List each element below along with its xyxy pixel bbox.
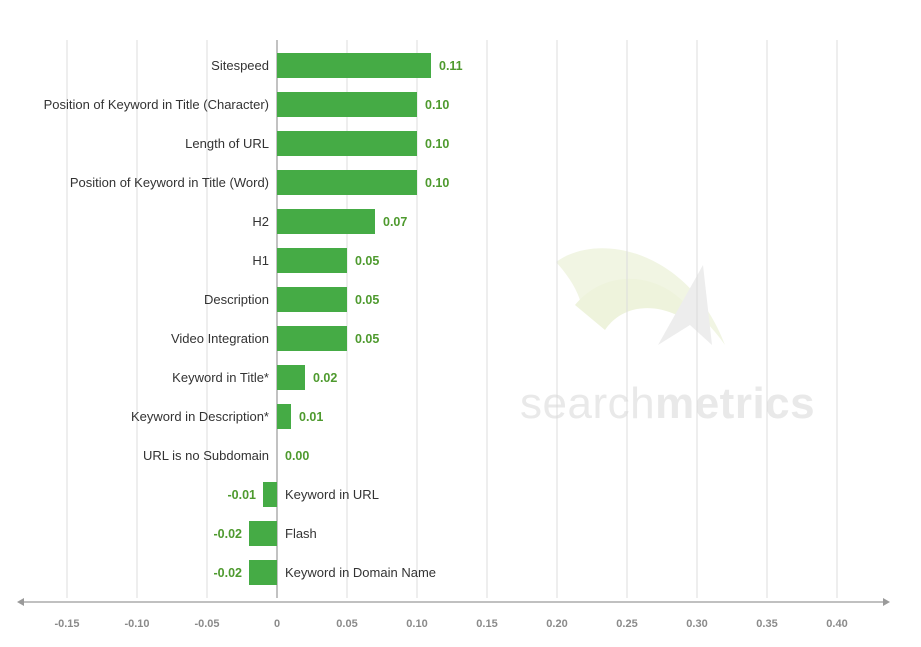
bar [277, 326, 347, 351]
value-label: 0.05 [355, 293, 379, 307]
category-label: URL is no Subdomain [143, 448, 269, 463]
value-label: 0.10 [425, 137, 449, 151]
searchmetrics-watermark: searchmetrics [520, 248, 815, 428]
value-label: -0.01 [228, 488, 257, 502]
category-label: Video Integration [171, 331, 269, 346]
value-label: 0.11 [439, 59, 463, 73]
x-tick-label: 0.30 [686, 618, 707, 630]
value-label: -0.02 [214, 566, 243, 580]
category-label: Keyword in Domain Name [285, 565, 436, 580]
x-tick-label: -0.15 [54, 618, 79, 630]
value-label: 0.05 [355, 332, 379, 346]
category-label: Position of Keyword in Title (Character) [44, 97, 269, 112]
bar [277, 53, 431, 78]
x-tick-label: 0.15 [476, 618, 497, 630]
axis-arrow-left-icon [17, 598, 24, 606]
x-axis: -0.15 -0.10 -0.05 0 0.05 0.10 0.15 0.20 0.25 0.30… [17, 598, 890, 630]
bar [277, 131, 417, 156]
watermark-text: searchmetrics [520, 379, 815, 428]
x-tick-label: 0.20 [546, 618, 567, 630]
bar [277, 209, 375, 234]
x-tick-label: 0.10 [406, 618, 427, 630]
value-label: 0.10 [425, 98, 449, 112]
x-tick-label: 0.40 [826, 618, 847, 630]
category-label: Keyword in Title* [172, 370, 269, 385]
category-label: Description [204, 292, 269, 307]
value-label: 0.00 [285, 449, 309, 463]
bar [277, 248, 347, 273]
value-label: 0.01 [299, 410, 323, 424]
category-label: Position of Keyword in Title (Word) [70, 175, 269, 190]
value-label: 0.07 [383, 215, 407, 229]
x-tick-label: 0 [274, 618, 280, 630]
bars [249, 53, 431, 585]
bar [277, 92, 417, 117]
category-label: Sitespeed [211, 58, 269, 73]
axis-arrow-right-icon [883, 598, 890, 606]
value-label: 0.10 [425, 176, 449, 190]
bar [263, 482, 277, 507]
category-label: Flash [285, 526, 317, 541]
category-label: Keyword in URL [285, 487, 379, 502]
bar [277, 404, 291, 429]
category-label: Keyword in Description* [131, 409, 269, 424]
category-label: Length of URL [185, 136, 269, 151]
x-tick-label: -0.10 [124, 618, 149, 630]
x-tick-label: -0.05 [194, 618, 219, 630]
x-tick-label: 0.35 [756, 618, 777, 630]
searchmetrics-logo-icon [556, 248, 725, 345]
bar [277, 287, 347, 312]
x-tick-label: 0.05 [336, 618, 357, 630]
bar [249, 560, 277, 585]
value-label: 0.02 [313, 371, 337, 385]
bar [277, 170, 417, 195]
category-label: H1 [252, 253, 269, 268]
value-label: 0.05 [355, 254, 379, 268]
bar [249, 521, 277, 546]
x-tick-label: 0.25 [616, 618, 637, 630]
category-label: H2 [252, 214, 269, 229]
grid-lines [66, 40, 838, 598]
value-label: -0.02 [214, 527, 243, 541]
bar [277, 365, 305, 390]
labels: Sitespeed 0.11 Position of Keyword in Titl… [44, 58, 463, 580]
